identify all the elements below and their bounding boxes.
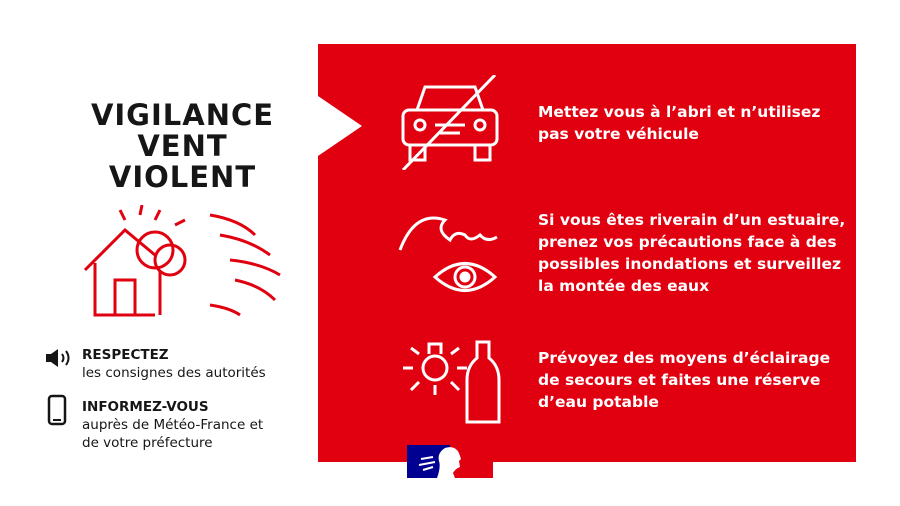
phone-icon	[47, 394, 67, 426]
advice-text: Prévoyez des moyens d’éclairage de secou…	[538, 349, 831, 411]
no-car-icon	[401, 75, 499, 170]
house-wind-icon	[83, 205, 281, 317]
speaker-icon	[46, 349, 70, 367]
advice-text: Mettez vous à l’abri et n’utilisez pas v…	[538, 103, 821, 143]
info-informez-text: INFORMEZ-VOUS auprès de Météo-France et …	[82, 398, 282, 452]
info-heading: RESPECTEZ	[82, 347, 169, 363]
panel-notch	[318, 96, 362, 156]
title-line: VENT	[137, 129, 228, 163]
advice-text: Si vous êtes riverain d’un estuaire, pre…	[538, 211, 846, 295]
info-heading: INFORMEZ-VOUS	[82, 399, 209, 415]
info-text: auprès de Météo-France et de votre préfe…	[82, 417, 264, 451]
republique-francaise-logo	[407, 445, 493, 478]
info-text: les consignes des autorités	[82, 365, 266, 381]
title-line: VIGILANCE	[90, 98, 275, 132]
wave-eye-icon	[398, 216, 498, 292]
advice-panel	[318, 44, 856, 462]
info-respectez-text: RESPECTEZ les consignes des autorités	[82, 346, 266, 382]
title-line: VIOLENT	[108, 160, 257, 194]
light-water-icon	[403, 340, 501, 424]
page-title: VIGILANCE VENT VIOLENT	[60, 100, 305, 193]
